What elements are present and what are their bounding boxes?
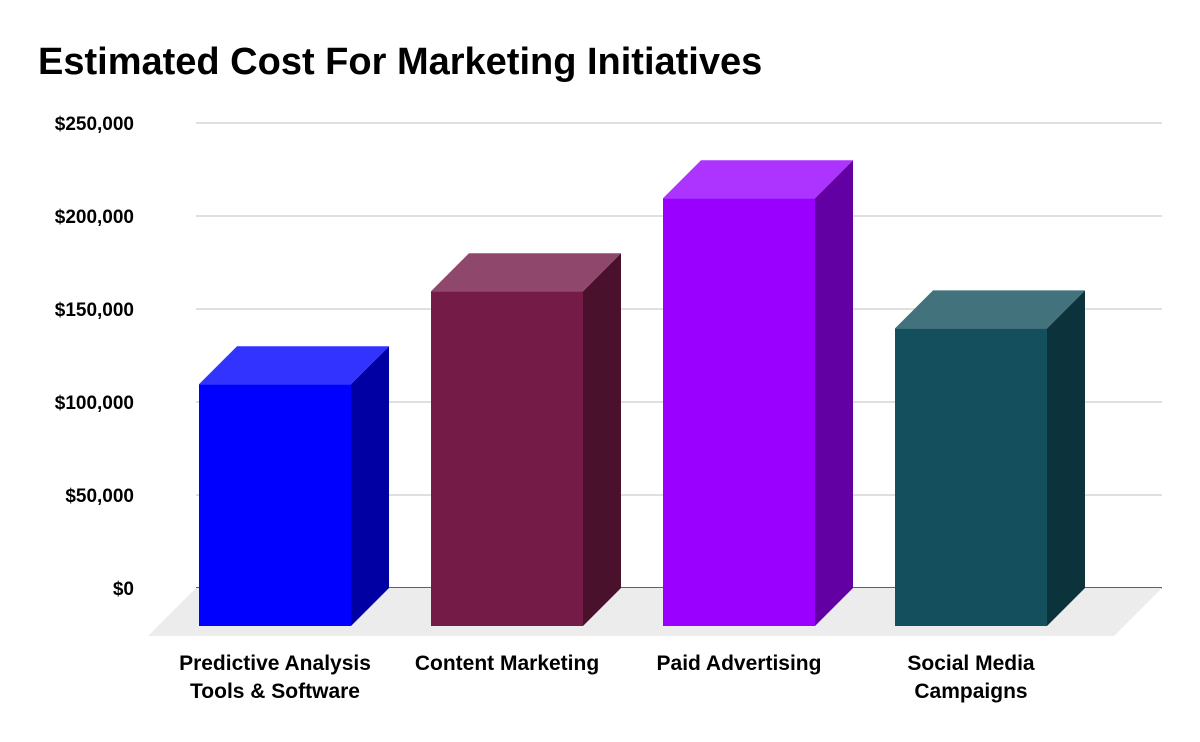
- bars: [199, 160, 1085, 626]
- x-axis: Predictive Analysis Tools & Software Conte…: [179, 652, 1035, 703]
- bar: [431, 253, 621, 626]
- x-category-label-line: Content Marketing: [415, 652, 599, 675]
- x-category-label-line: Tools & Software: [190, 680, 360, 703]
- bar-top-face: [199, 346, 389, 385]
- y-tick-label: $150,000: [55, 300, 134, 321]
- bar-side-face: [815, 160, 853, 626]
- x-category-label: Predictive Analysis Tools & Software: [179, 652, 371, 703]
- bar-side-face: [351, 346, 389, 626]
- y-tick-label: $0: [113, 579, 134, 600]
- bar-side-face: [1047, 290, 1085, 626]
- x-category-label-line: Campaigns: [914, 680, 1027, 703]
- bar-top-face: [663, 160, 853, 199]
- bar-front-face: [431, 291, 583, 626]
- bar-side-face: [583, 253, 621, 626]
- bar-front-face: [663, 198, 815, 626]
- x-category-label: Paid Advertising: [657, 652, 822, 675]
- x-category-label-line: Social Media: [907, 652, 1035, 675]
- y-tick-label: $200,000: [55, 207, 134, 228]
- bar-front-face: [895, 328, 1047, 626]
- y-tick-label: $250,000: [55, 114, 134, 135]
- x-category-label: Content Marketing: [415, 652, 599, 675]
- bar: [199, 346, 389, 626]
- y-tick-label: $100,000: [55, 393, 134, 414]
- x-category-label-line: Predictive Analysis: [179, 652, 371, 675]
- bar-top-face: [431, 253, 621, 292]
- bar: [663, 160, 853, 626]
- chart-title: Estimated Cost For Marketing Initiatives: [38, 41, 763, 83]
- x-category-label: Social Media Campaigns: [907, 652, 1035, 703]
- x-category-label-line: Paid Advertising: [657, 652, 822, 675]
- bar-top-face: [895, 290, 1085, 329]
- bar-front-face: [199, 384, 351, 626]
- bar: [895, 290, 1085, 626]
- y-axis: $0 $50,000 $100,000 $150,000 $200,000 $250,00…: [55, 114, 134, 600]
- y-tick-label: $50,000: [65, 486, 134, 507]
